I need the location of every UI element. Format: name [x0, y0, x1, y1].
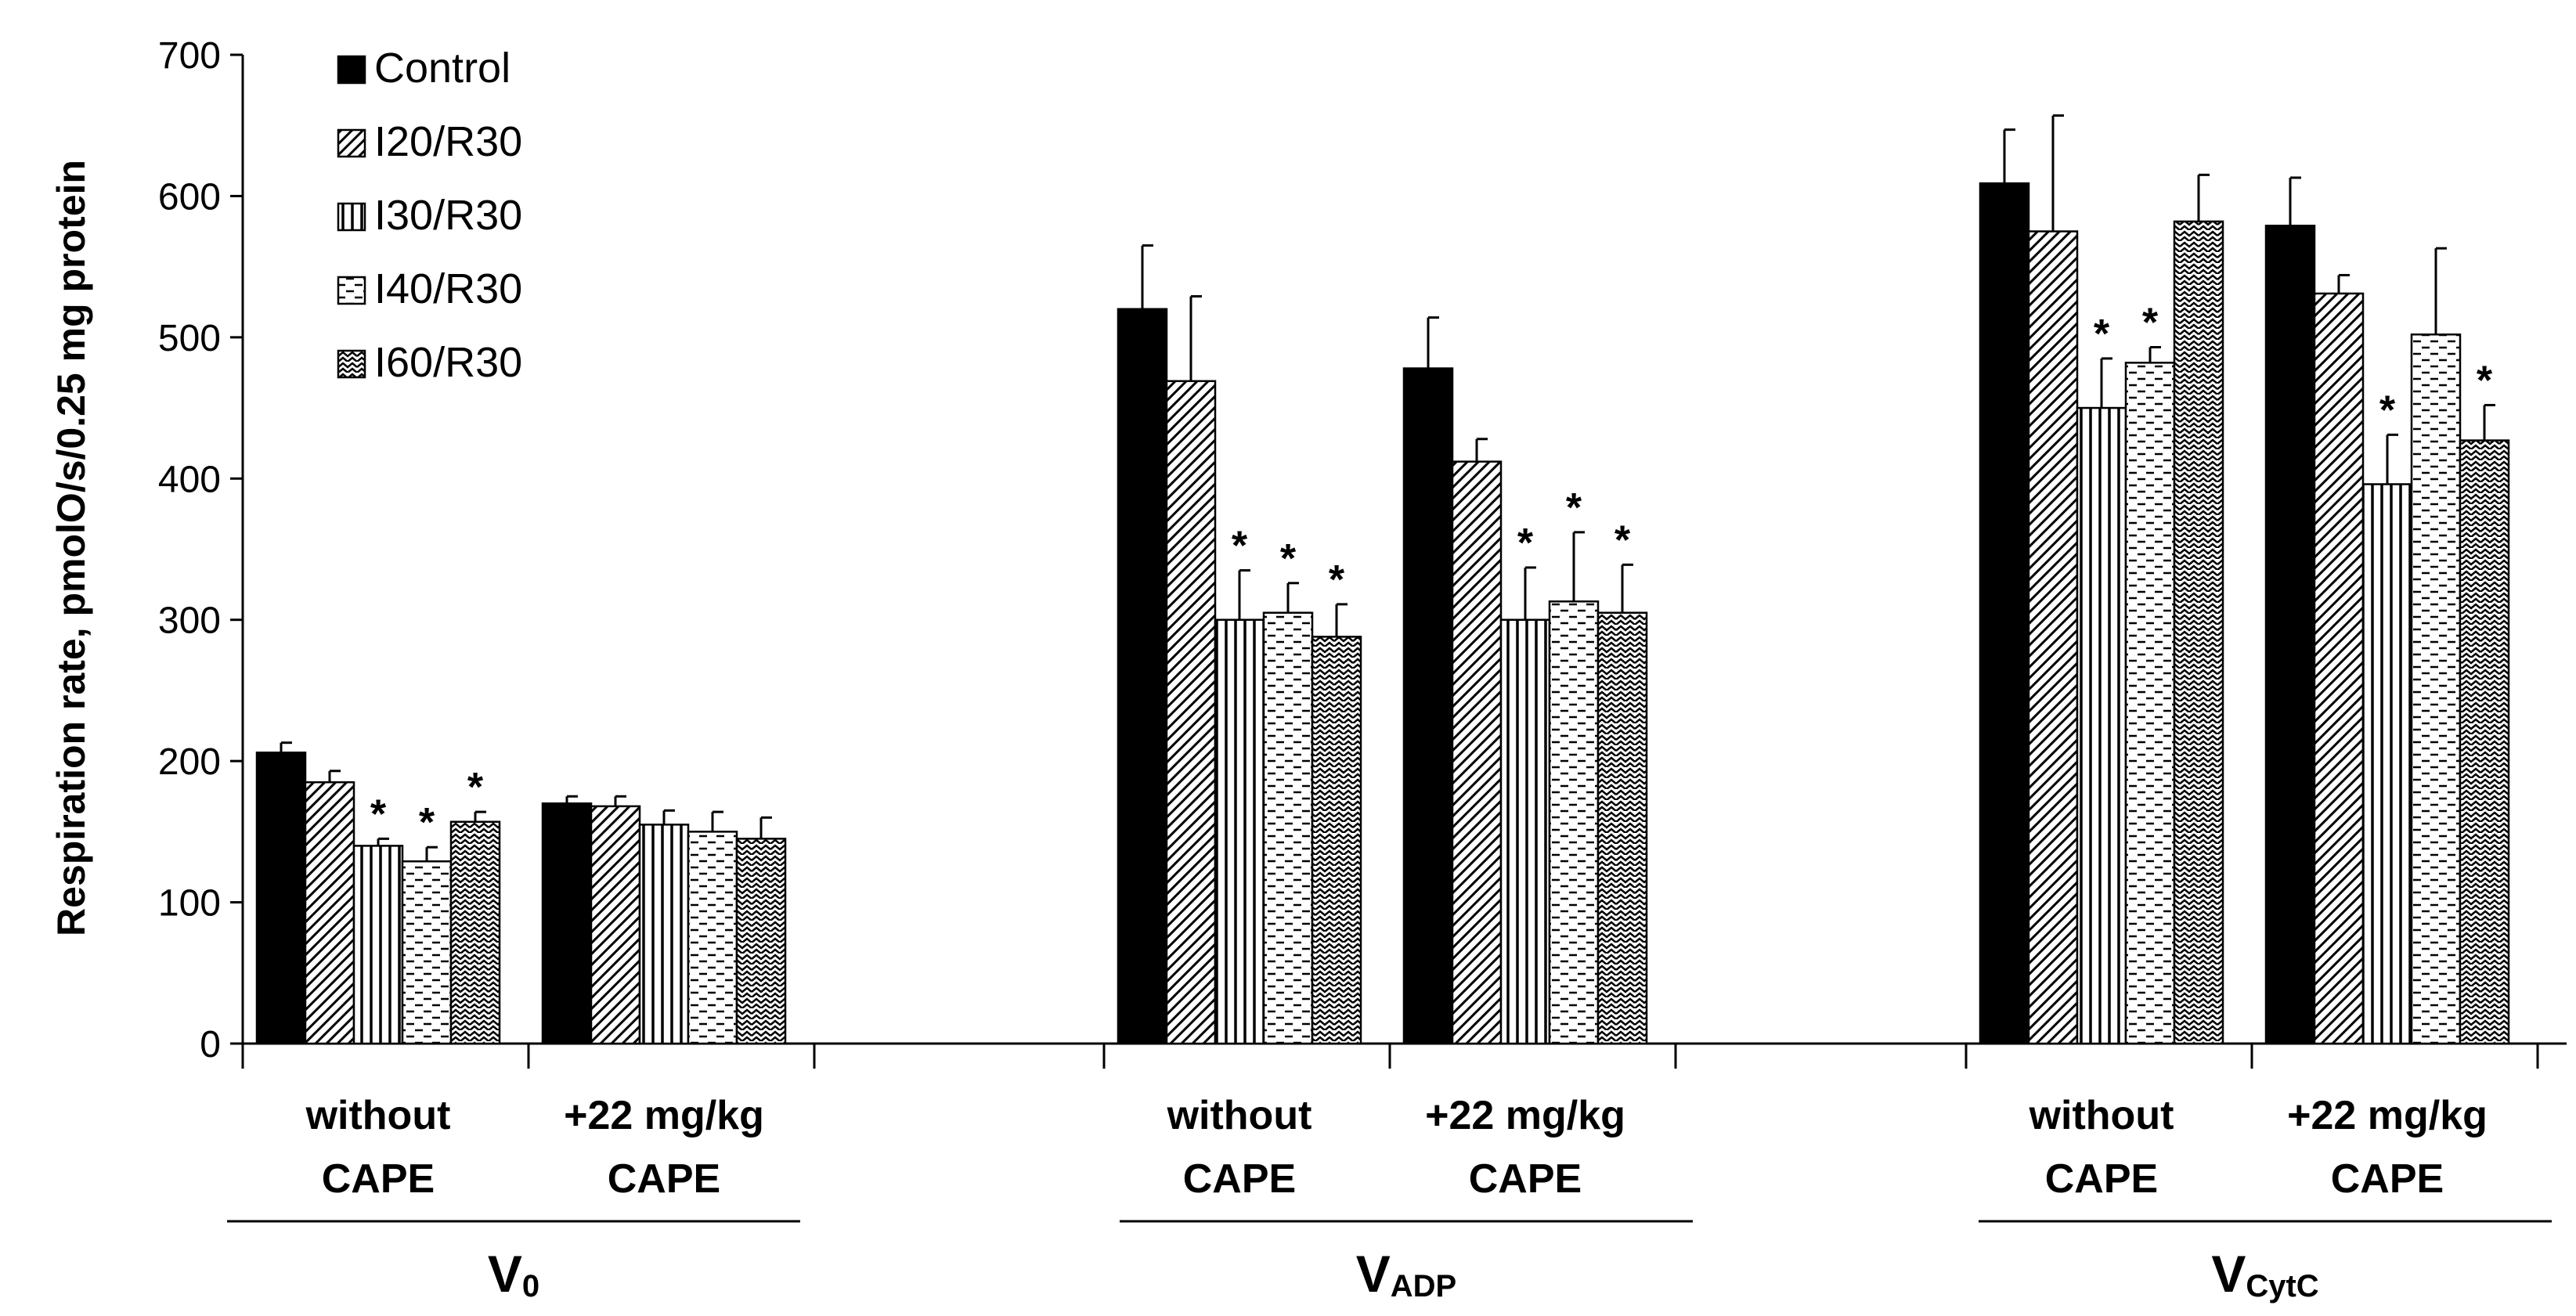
bar-i30-r30: [352, 845, 404, 1045]
legend-swatch: [337, 349, 366, 379]
bar-i20-r30: [304, 781, 355, 1045]
bar-i60-r30: [449, 820, 501, 1045]
bar-control: [255, 752, 307, 1045]
y-tick-label: 700: [158, 35, 221, 77]
bar-i60-r30: [1596, 611, 1648, 1045]
legend-label: I60/R30: [374, 339, 522, 386]
bar-i40-r30: [687, 831, 738, 1045]
bar-i30-r30: [1499, 618, 1551, 1045]
bar-i40-r30: [2124, 362, 2176, 1045]
bar-i60-r30: [2459, 439, 2510, 1045]
error-bars: [280, 114, 2495, 862]
bar-i60-r30: [735, 838, 787, 1045]
significance-star: *: [1566, 485, 1582, 531]
group-label: V0: [488, 1245, 539, 1303]
legend-label: I20/R30: [374, 118, 522, 165]
cluster-label-line2: CAPE: [322, 1156, 435, 1202]
legend-swatch: [337, 128, 366, 158]
bar-i30-r30: [638, 824, 690, 1045]
group-label: VADP: [1356, 1245, 1456, 1303]
group-label: VCytC: [2211, 1245, 2318, 1303]
cluster-label-line1: +22 mg/kg: [564, 1093, 764, 1138]
cluster-label-line2: CAPE: [2045, 1156, 2158, 1202]
bar-i20-r30: [2027, 230, 2079, 1045]
legend-swatch: [337, 55, 366, 85]
cluster-label-line2: CAPE: [2331, 1156, 2444, 1202]
y-tick-label: 200: [158, 741, 221, 783]
bar-i30-r30: [2361, 483, 2413, 1045]
legend-label: I40/R30: [374, 265, 522, 312]
bar-i40-r30: [2410, 333, 2462, 1045]
significance-star: *: [2094, 312, 2110, 357]
x-axis-labels: without CAPE +22 mg/kg CAPE V0 without CAPE +22…: [227, 1093, 2552, 1303]
significance-star: *: [1615, 517, 1631, 563]
significance-star: *: [2379, 388, 2396, 433]
cluster-label-line1: without: [305, 1093, 451, 1138]
significance-star: *: [2142, 300, 2159, 345]
bar-i20-r30: [1451, 460, 1503, 1045]
significance-star: *: [1232, 524, 1248, 569]
significance-star: *: [1280, 536, 1297, 582]
y-tick-label: 400: [158, 459, 221, 500]
cluster-label-line2: CAPE: [1183, 1156, 1296, 1202]
bar-i20-r30: [1165, 380, 1217, 1045]
bar-control: [541, 802, 593, 1045]
significance-markers: * * * * * * * * * * * * *: [370, 300, 2493, 845]
cluster-label-line1: +22 mg/kg: [1425, 1093, 1625, 1138]
legend-label: I30/R30: [374, 192, 522, 239]
legend-swatch: [337, 202, 366, 232]
y-tick-label: 100: [158, 883, 221, 925]
significance-star: *: [370, 791, 387, 837]
significance-star: *: [1517, 521, 1534, 566]
bar-i60-r30: [2173, 220, 2224, 1045]
cluster-label-line1: without: [2029, 1093, 2174, 1138]
y-tick-label: 300: [158, 600, 221, 642]
y-axis-label: Respiration rate, pmolO/s/0.25 mg protei…: [49, 160, 93, 936]
bar-i40-r30: [1548, 600, 1600, 1045]
bars: [255, 182, 2510, 1045]
legend-swatch: [337, 276, 366, 305]
bar-control: [1979, 182, 2030, 1045]
significance-star: *: [467, 765, 484, 810]
legend-label: Control: [374, 45, 511, 92]
bar-i60-r30: [1311, 636, 1362, 1045]
significance-star: *: [419, 800, 435, 845]
y-tick-label: 500: [158, 318, 221, 359]
bar-control: [1402, 367, 1454, 1045]
cluster-label-line2: CAPE: [1469, 1156, 1582, 1202]
bar-i30-r30: [1214, 618, 1265, 1045]
significance-star: *: [2477, 358, 2493, 403]
bar-control: [2264, 225, 2316, 1045]
bar-control: [1117, 308, 1168, 1045]
y-tick-label: 600: [158, 176, 221, 218]
y-tick-label: 0: [200, 1024, 221, 1065]
bar-i40-r30: [401, 860, 453, 1045]
cluster-label-line2: CAPE: [608, 1156, 720, 1202]
cluster-label-line1: +22 mg/kg: [2287, 1093, 2488, 1138]
bar-i30-r30: [2076, 406, 2127, 1045]
bar-i40-r30: [1262, 611, 1314, 1045]
bar-i20-r30: [590, 805, 641, 1045]
significance-star: *: [1329, 557, 1345, 603]
legend: Control I20/R30 I30/R30 I40/R30 I60/R30: [337, 45, 522, 386]
bar-i20-r30: [2313, 292, 2365, 1045]
cluster-label-line1: without: [1167, 1093, 1312, 1138]
